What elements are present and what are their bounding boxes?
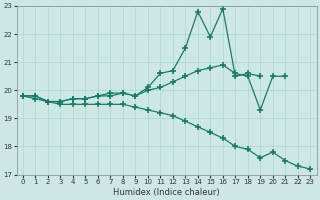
X-axis label: Humidex (Indice chaleur): Humidex (Indice chaleur) [113,188,220,197]
